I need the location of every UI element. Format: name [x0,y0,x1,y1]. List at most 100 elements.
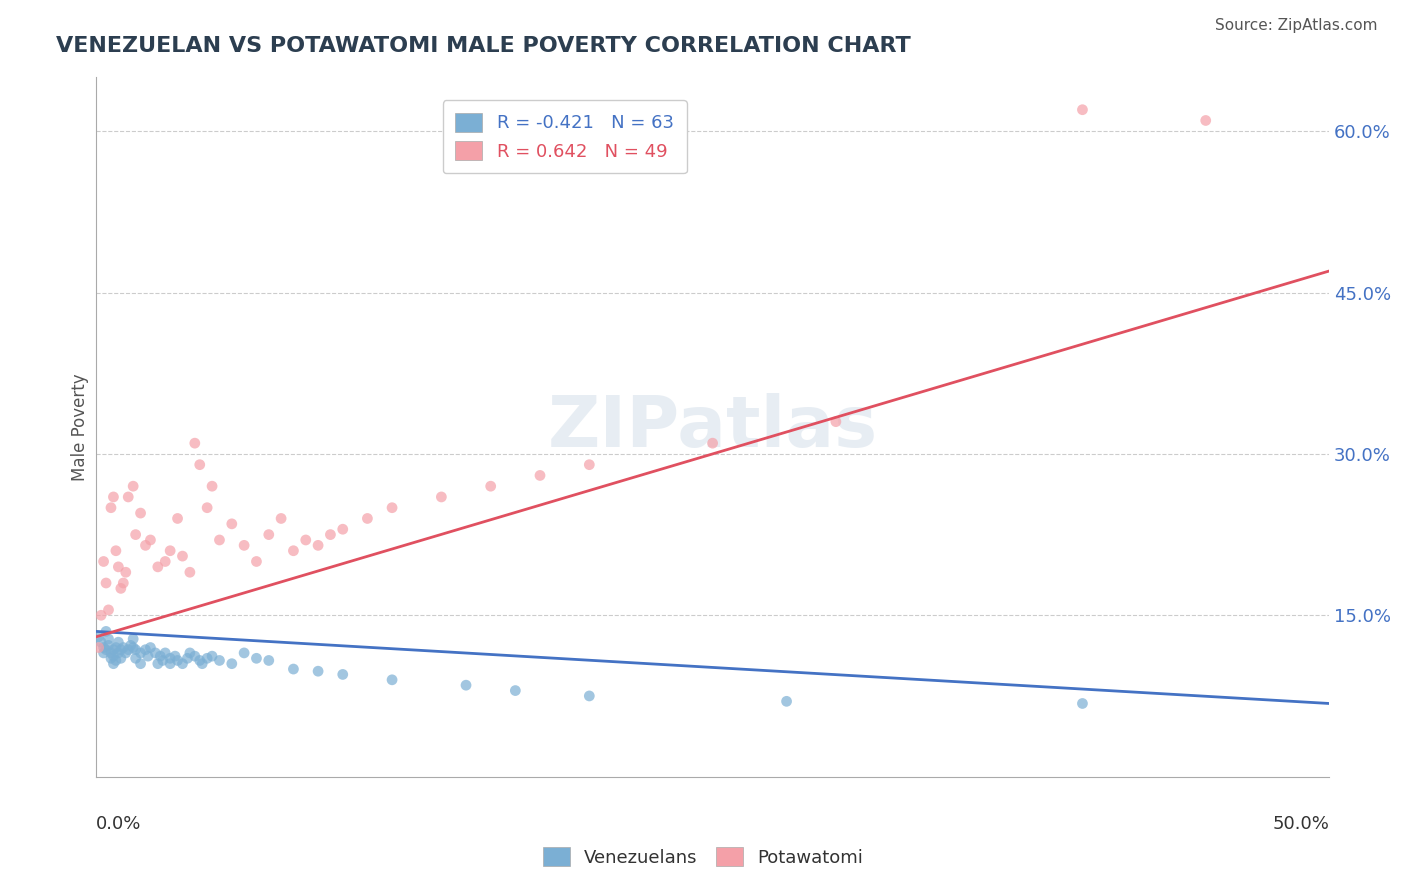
Point [430,490,453,504]
Point [172,657,194,671]
Point [381,673,404,687]
Point [110,651,132,665]
Point [90,635,112,649]
Point [104,640,127,655]
Point [702,436,724,450]
Text: VENEZUELAN VS POTAWATOMI MALE POVERTY CORRELATION CHART: VENEZUELAN VS POTAWATOMI MALE POVERTY CO… [56,36,911,55]
Point [332,667,354,681]
Point [201,479,224,493]
Point [114,646,136,660]
Point [1071,697,1094,711]
Point [124,651,146,665]
Point [188,458,211,472]
Point [257,527,280,541]
Point [825,415,848,429]
Point [155,554,177,568]
Point [479,479,502,493]
Legend: R = -0.421   N = 63, R = 0.642   N = 49: R = -0.421 N = 63, R = 0.642 N = 49 [443,101,686,173]
Point [245,554,267,568]
Point [159,651,181,665]
Point [94,624,117,639]
Point [103,657,125,671]
Point [381,500,404,515]
Point [100,500,122,515]
Point [184,649,207,664]
Point [179,646,201,660]
Point [166,653,188,667]
Point [146,657,169,671]
Point [165,649,187,664]
Point [87,640,110,655]
Point [208,653,231,667]
Point [107,646,129,660]
Legend: Venezuelans, Potawatomi: Venezuelans, Potawatomi [536,840,870,874]
Point [529,468,551,483]
Point [356,511,378,525]
Point [134,642,156,657]
Point [124,642,146,657]
Point [104,543,127,558]
Point [179,566,201,580]
Point [122,479,145,493]
Text: 0.0%: 0.0% [96,815,142,833]
Point [294,533,316,547]
Point [184,436,207,450]
Point [87,630,110,644]
Point [191,657,214,671]
Point [94,576,117,591]
Point [172,549,194,563]
Point [1195,113,1218,128]
Point [103,642,125,657]
Point [103,649,125,664]
Point [97,639,120,653]
Point [283,662,305,676]
Point [233,646,256,660]
Point [104,653,127,667]
Point [307,664,329,678]
Point [195,651,218,665]
Y-axis label: Male Poverty: Male Poverty [72,373,89,481]
Point [505,683,527,698]
Point [578,458,600,472]
Point [149,649,172,664]
Point [283,543,305,558]
Point [221,657,243,671]
Point [112,576,135,591]
Point [94,642,117,657]
Text: 50.0%: 50.0% [1272,815,1329,833]
Point [332,522,354,536]
Point [319,527,342,541]
Point [195,500,218,515]
Point [110,642,132,657]
Point [117,642,139,657]
Point [93,554,115,568]
Point [233,538,256,552]
Point [176,651,198,665]
Text: ZIPatlas: ZIPatlas [547,392,877,461]
Point [129,646,152,660]
Point [201,649,224,664]
Point [159,657,181,671]
Point [122,632,145,646]
Point [155,646,177,660]
Point [257,653,280,667]
Point [139,533,162,547]
Point [270,511,292,525]
Point [166,511,188,525]
Point [107,560,129,574]
Point [129,657,152,671]
Point [110,582,132,596]
Point [188,653,211,667]
Point [97,603,120,617]
Point [221,516,243,531]
Point [775,694,797,708]
Point [97,632,120,646]
Point [159,543,181,558]
Point [112,640,135,655]
Text: Source: ZipAtlas.com: Source: ZipAtlas.com [1215,18,1378,33]
Point [93,646,115,660]
Point [136,649,159,664]
Point [90,608,112,623]
Point [245,651,267,665]
Point [114,566,136,580]
